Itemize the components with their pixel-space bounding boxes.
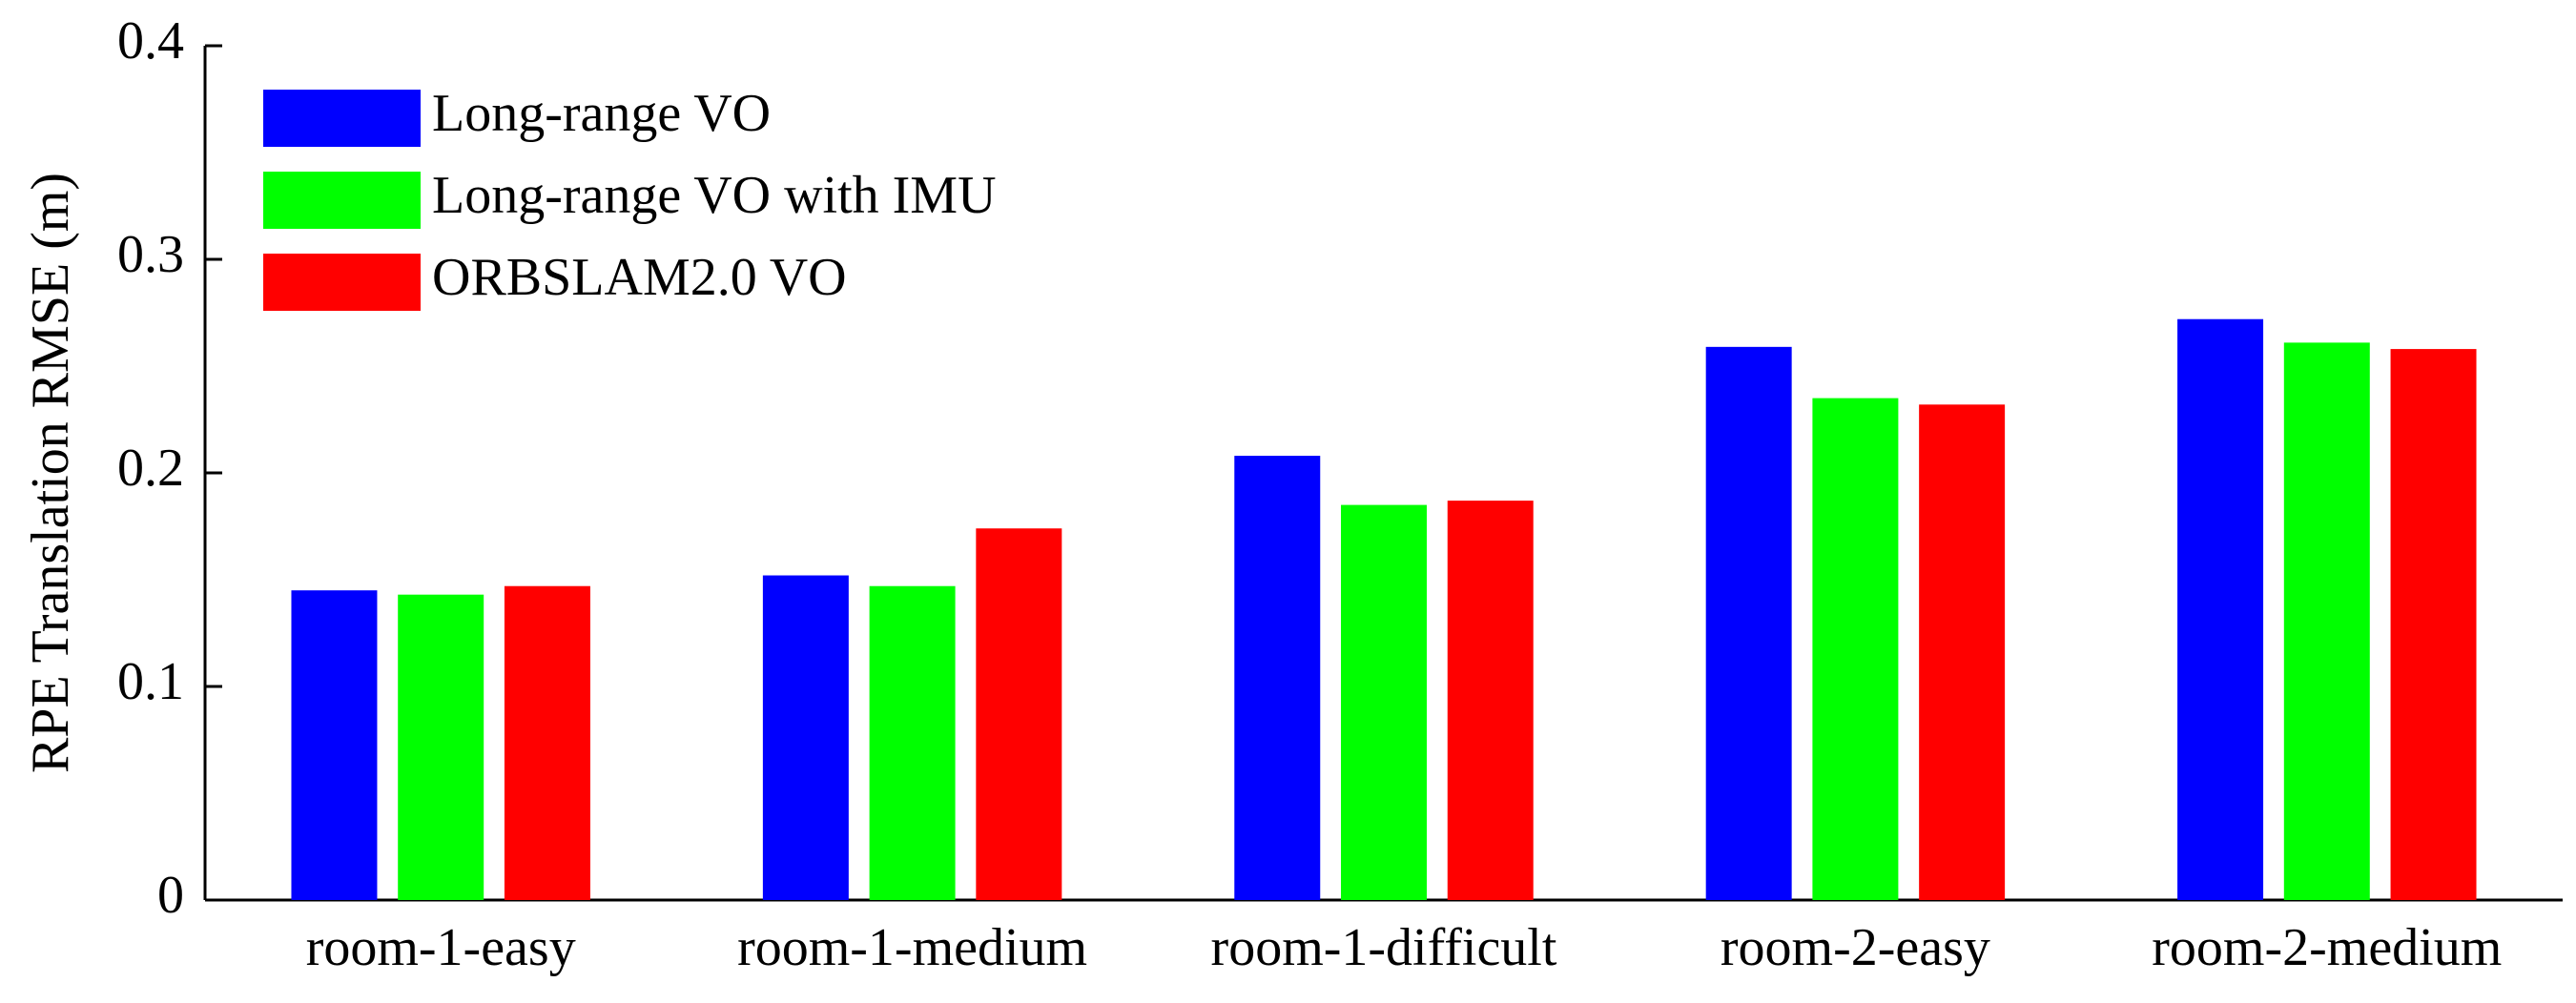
bar — [869, 585, 956, 900]
bar — [1812, 398, 1899, 901]
y-tick-label: 0.3 — [117, 225, 184, 284]
bar — [2390, 349, 2477, 901]
x-tick-label: room-1-medium — [737, 918, 1087, 977]
bar — [1919, 404, 2006, 900]
y-tick-label: 0 — [157, 866, 184, 925]
x-tick-label: room-1-easy — [306, 918, 576, 977]
bar — [976, 528, 1062, 900]
bar — [2283, 342, 2370, 900]
legend-swatch — [263, 254, 421, 311]
legend-label: Long-range VO — [432, 84, 771, 143]
bar — [2177, 318, 2264, 901]
y-tick-label: 0.2 — [117, 439, 184, 498]
bar — [504, 585, 590, 900]
x-tick-label: room-2-medium — [2152, 918, 2502, 977]
legend-swatch — [263, 172, 421, 229]
bar — [762, 575, 849, 900]
y-axis-label: RPE Translation RMSE (m) — [21, 173, 80, 773]
bar — [1341, 504, 1427, 900]
bar — [1705, 346, 1792, 901]
y-tick-label: 0.4 — [117, 11, 184, 71]
x-tick-label: room-2-easy — [1721, 918, 1990, 977]
x-tick-label: room-1-difficult — [1211, 918, 1557, 977]
bar — [291, 590, 378, 900]
legend-label: Long-range VO with IMU — [432, 166, 997, 225]
bar — [398, 594, 484, 900]
bar — [1234, 456, 1321, 900]
y-tick-label: 0.1 — [117, 652, 184, 711]
legend-label: ORBSLAM2.0 VO — [432, 248, 847, 307]
legend-swatch — [263, 90, 421, 147]
bar — [1447, 501, 1534, 900]
